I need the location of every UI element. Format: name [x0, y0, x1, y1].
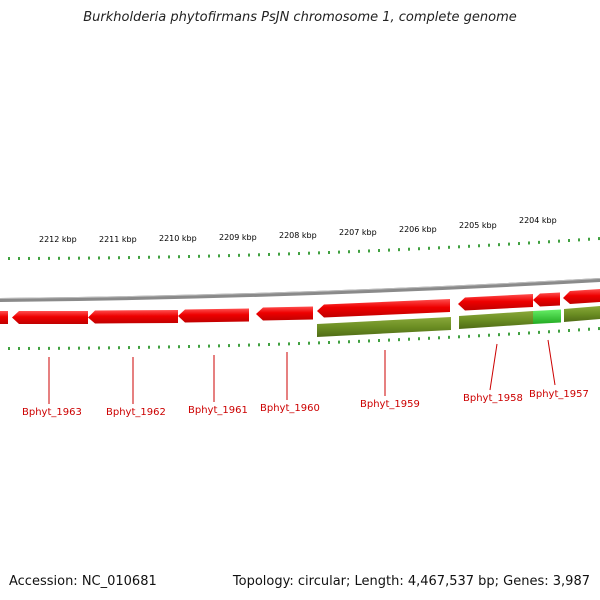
cds-arrow[interactable]: [256, 306, 313, 321]
kbp-label-2210: 2210 kbp: [159, 234, 197, 243]
gene-leaders: [48, 339, 556, 404]
genome-title: Burkholderia phytofirmans PsJN chromosom…: [83, 10, 517, 25]
coordinate-ticks-top: [8, 237, 600, 260]
kbp-label-2204: 2204 kbp: [519, 216, 557, 225]
cds-arrow[interactable]: [88, 310, 178, 324]
gene-label-1958[interactable]: Bphyt_1958: [463, 393, 523, 404]
kbp-label-2208: 2208 kbp: [279, 231, 317, 240]
kbp-label-2211: 2211 kbp: [99, 235, 137, 244]
cds-arrow[interactable]: [0, 311, 8, 324]
gene-label-1961[interactable]: Bphyt_1961: [188, 405, 248, 416]
gene-label-1960[interactable]: Bphyt_1960: [260, 403, 320, 414]
genome-backbone: [0, 278, 600, 302]
gene-bar-1958[interactable]: [459, 311, 533, 329]
cds-arrow[interactable]: [178, 308, 249, 323]
gene-bar-1959[interactable]: [317, 317, 451, 337]
cds-arrow[interactable]: [533, 292, 560, 307]
cds-arrow[interactable]: [12, 311, 88, 324]
cds-arrow[interactable]: [458, 294, 533, 311]
coordinate-ticks-bottom: [8, 327, 600, 350]
genome-summary: Topology: circular; Length: 4,467,537 bp…: [232, 574, 590, 589]
accession-label: Accession: NC_010681: [9, 574, 157, 589]
kbp-label-2206: 2206 kbp: [399, 225, 437, 234]
gene-track: [317, 306, 600, 337]
cds-arrow[interactable]: [563, 289, 600, 304]
gene-label-1959[interactable]: Bphyt_1959: [360, 399, 420, 410]
kbp-label-2205: 2205 kbp: [459, 221, 497, 230]
gene-label-1963[interactable]: Bphyt_1963: [22, 407, 82, 418]
gene-bar[interactable]: [564, 306, 600, 322]
gene-label-1962[interactable]: Bphyt_1962: [106, 407, 166, 418]
kbp-label-2212: 2212 kbp: [39, 235, 77, 244]
kbp-label-2209: 2209 kbp: [219, 233, 257, 242]
kbp-label-2207: 2207 kbp: [339, 228, 377, 237]
gene-bar-1957-highlight[interactable]: [533, 309, 561, 325]
gene-labels: Bphyt_1963 Bphyt_1962 Bphyt_1961 Bphyt_1…: [22, 389, 589, 418]
cds-track: [0, 289, 600, 324]
gene-label-1957[interactable]: Bphyt_1957: [529, 389, 589, 400]
kbp-labels: 2212 kbp 2211 kbp 2210 kbp 2209 kbp 2208…: [39, 216, 557, 244]
cds-arrow[interactable]: [317, 299, 450, 318]
